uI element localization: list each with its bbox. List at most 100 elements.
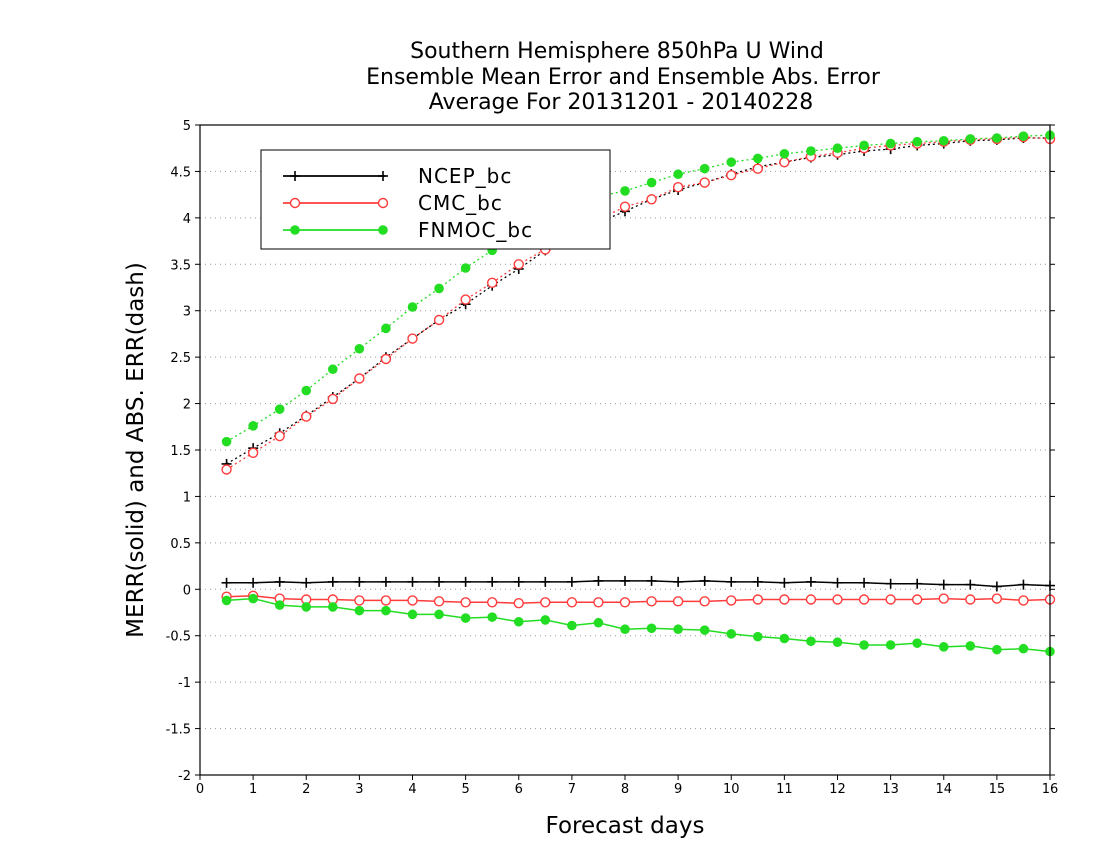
series-fnmoc-bc-abs-error-point — [248, 421, 258, 431]
series-ncep-bc-mean-error-point — [301, 577, 312, 588]
series-fnmoc-bc-mean-error-point — [221, 595, 232, 606]
series-fnmoc-bc-mean-error-line — [226, 597, 1051, 653]
series-cmc-bc-mean-error-point — [965, 594, 976, 605]
series-cmc-bc-abs-error-point — [354, 373, 365, 384]
series-fnmoc-bc-abs-error-point — [965, 134, 976, 144]
series-cmc-bc-abs-error-point — [380, 353, 392, 365]
series-cmc-bc-mean-error-point — [832, 594, 843, 605]
series-ncep-bc-mean-error-point — [354, 576, 365, 587]
y-tick-label: -0.5 — [166, 630, 191, 645]
x-tick-label: 9 — [674, 782, 682, 797]
series-fnmoc-bc-abs-error-point — [434, 283, 444, 294]
series-cmc-bc-mean-error-point — [991, 593, 1003, 604]
series-ncep-bc-mean-error-point — [434, 576, 445, 587]
x-axis-label: Forecast days — [546, 813, 705, 839]
series-fnmoc-bc-mean-error-point — [248, 593, 258, 604]
series-ncep-bc-mean-error-point — [327, 576, 338, 587]
series-fnmoc-bc-abs-error-point — [779, 148, 790, 159]
series-cmc-bc-abs-error-point — [726, 169, 737, 181]
series-fnmoc-bc-mean-error-point — [965, 641, 976, 651]
series-fnmoc-bc-abs-error-point — [221, 436, 232, 447]
series-cmc-bc-mean-error-point — [566, 597, 578, 608]
series-cmc-bc-abs-error-point — [486, 277, 498, 289]
y-tick-label: 3.5 — [170, 258, 191, 273]
series-cmc-bc-abs-error-point — [274, 430, 285, 442]
y-tick-label: -1.5 — [166, 723, 191, 738]
series-ncep-bc-mean-error-line — [226, 580, 1051, 588]
x-tick-label: 2 — [302, 782, 310, 797]
series-fnmoc-bc-mean-error-point — [593, 617, 604, 628]
series-cmc-bc-mean-error-point — [1018, 595, 1029, 606]
title-line-2: Ensemble Mean Error and Ensemble Abs. Er… — [366, 65, 881, 90]
series-cmc-bc-mean-error-point — [726, 595, 737, 606]
series-fnmoc-bc-mean-error-point — [381, 605, 391, 616]
legend-item: NCEP_bc — [283, 164, 511, 188]
series-cmc-bc-mean-error-point — [380, 595, 392, 606]
x-tick-label: 6 — [515, 782, 523, 797]
series-ncep-bc-mean-error-point — [779, 577, 790, 588]
series-fnmoc-bc-mean-error-point — [274, 600, 285, 610]
series-cmc-bc-abs-error-point — [301, 411, 312, 422]
y-tick-label: -1 — [178, 676, 191, 691]
title-line-1: Southern Hemisphere 850hPa U Wind — [410, 39, 824, 64]
series-cmc-bc-abs-error-point — [646, 194, 657, 205]
series-cmc-bc-mean-error-point — [805, 594, 817, 605]
axes: 54.543.532.521.510.50-0.5-1-1.5-20 1 2 3 4 5 6… — [166, 119, 1059, 797]
series-ncep-bc-mean-error-point — [593, 575, 604, 586]
series-fnmoc-bc-abs-error-point — [992, 133, 1002, 143]
series-cmc-bc-mean-error-point — [911, 594, 923, 605]
x-tick-label: 16 — [1042, 782, 1059, 797]
legend-marker — [378, 225, 388, 235]
series-ncep-bc-mean-error-point — [540, 576, 551, 587]
x-tick-label: 4 — [408, 782, 416, 797]
series-cmc-bc-mean-error-point — [460, 597, 471, 608]
series-cmc-bc-mean-error-point — [752, 594, 764, 605]
series-cmc-bc-abs-error-point — [221, 464, 232, 475]
series-fnmoc-bc-mean-error-point — [567, 620, 577, 631]
series-ncep-bc-mean-error-point — [991, 581, 1002, 592]
series-ncep-bc-mean-error-point — [938, 579, 949, 590]
series-ncep-bc-mean-error-point — [885, 578, 896, 589]
series-cmc-bc-abs-error-point — [779, 156, 790, 168]
series-fnmoc-bc-mean-error-point — [328, 602, 338, 612]
legend-label: CMC_bc — [418, 191, 503, 215]
series-fnmoc-bc-abs-error-point — [938, 135, 949, 146]
series-cmc-bc-abs-error-point — [672, 182, 684, 193]
series-ncep-bc-mean-error-point — [859, 577, 870, 588]
y-tick-label: -2 — [178, 769, 191, 784]
series-fnmoc-bc-abs-error-point — [859, 140, 869, 151]
series-fnmoc-bc-abs-error-point — [407, 302, 418, 312]
series-cmc-bc-mean-error-point — [646, 596, 657, 607]
series-fnmoc-bc-abs-error-point — [726, 157, 737, 167]
legend-marker — [378, 171, 388, 181]
series-fnmoc-bc-mean-error-point — [673, 624, 683, 635]
series-fnmoc-bc-mean-error-point — [885, 640, 896, 650]
series-cmc-bc-abs-error-line — [226, 136, 1051, 471]
series-ncep-bc-mean-error-point — [673, 576, 684, 587]
legend-marker — [290, 171, 300, 181]
x-tick-label: 10 — [723, 782, 740, 797]
series-fnmoc-bc-mean-error-point — [753, 631, 763, 642]
series-ncep-bc-mean-error-point — [566, 576, 577, 587]
series-ncep-bc-mean-error-point — [832, 577, 843, 588]
series-fnmoc-bc-abs-error-point — [328, 364, 338, 375]
series-fnmoc-bc-mean-error-point — [699, 625, 710, 635]
series-fnmoc-bc-mean-error-point — [301, 602, 312, 612]
x-tick-label: 5 — [461, 782, 469, 797]
y-tick-label: 0.5 — [170, 537, 191, 552]
legend-box — [260, 149, 611, 250]
series-cmc-bc-mean-error-point — [619, 597, 631, 608]
series-layer — [221, 130, 1056, 657]
series-fnmoc-bc-mean-error-point — [646, 623, 657, 634]
series-cmc-bc-mean-error-point — [540, 597, 551, 608]
series-ncep-bc-mean-error-point — [380, 576, 391, 587]
series-fnmoc-bc-mean-error-point — [540, 615, 551, 625]
series-cmc-bc-abs-error-point — [247, 447, 259, 458]
legend-marker — [290, 225, 300, 235]
series-ncep-bc-mean-error-point — [487, 576, 498, 587]
series-ncep-bc-mean-error-point — [221, 577, 232, 588]
series-fnmoc-bc-mean-error-point — [912, 638, 922, 648]
series-fnmoc-bc-abs-error-point — [832, 143, 843, 154]
series-fnmoc-bc-mean-error-point — [992, 644, 1002, 655]
